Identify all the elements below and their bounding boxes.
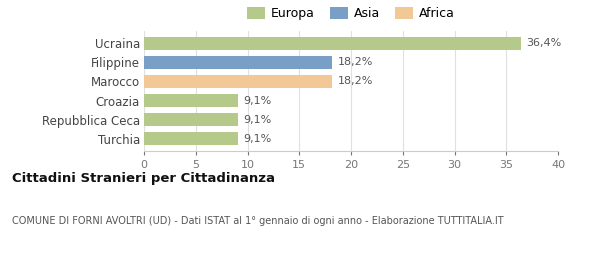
- Text: 9,1%: 9,1%: [244, 95, 272, 106]
- Legend: Europa, Asia, Africa: Europa, Asia, Africa: [247, 7, 455, 20]
- Bar: [144, 94, 238, 107]
- Bar: [144, 132, 238, 145]
- Bar: [144, 56, 332, 69]
- Bar: [144, 37, 521, 50]
- Text: 18,2%: 18,2%: [338, 76, 373, 87]
- Bar: [144, 75, 332, 88]
- Text: 9,1%: 9,1%: [244, 114, 272, 125]
- Text: 18,2%: 18,2%: [338, 57, 373, 68]
- Text: Cittadini Stranieri per Cittadinanza: Cittadini Stranieri per Cittadinanza: [12, 172, 275, 185]
- Text: 9,1%: 9,1%: [244, 134, 272, 144]
- Text: 36,4%: 36,4%: [526, 38, 561, 48]
- Bar: [144, 113, 238, 126]
- Text: COMUNE DI FORNI AVOLTRI (UD) - Dati ISTAT al 1° gennaio di ogni anno - Elaborazi: COMUNE DI FORNI AVOLTRI (UD) - Dati ISTA…: [12, 216, 503, 226]
